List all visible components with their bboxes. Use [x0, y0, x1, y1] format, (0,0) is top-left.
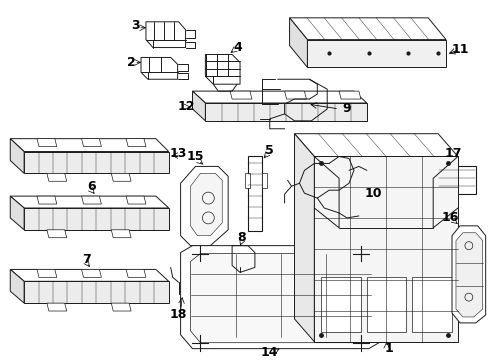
- Polygon shape: [284, 91, 306, 99]
- Polygon shape: [289, 18, 445, 40]
- Polygon shape: [37, 139, 57, 147]
- Polygon shape: [10, 269, 24, 303]
- Polygon shape: [126, 139, 145, 147]
- Text: 2: 2: [126, 56, 135, 69]
- Polygon shape: [37, 269, 57, 277]
- Polygon shape: [81, 196, 101, 204]
- Polygon shape: [10, 196, 24, 230]
- Text: 9: 9: [342, 103, 350, 116]
- Text: 6: 6: [87, 180, 96, 193]
- Polygon shape: [294, 134, 457, 157]
- Polygon shape: [24, 152, 168, 173]
- Text: 17: 17: [443, 147, 461, 160]
- Polygon shape: [126, 269, 145, 277]
- Polygon shape: [81, 139, 101, 147]
- Polygon shape: [451, 226, 485, 323]
- Polygon shape: [10, 269, 168, 281]
- Polygon shape: [145, 22, 185, 48]
- Polygon shape: [180, 246, 380, 348]
- Polygon shape: [192, 91, 366, 103]
- Polygon shape: [24, 281, 168, 303]
- Bar: [261, 173, 266, 188]
- Polygon shape: [126, 196, 145, 204]
- Bar: [247, 157, 261, 231]
- Text: 10: 10: [364, 186, 382, 200]
- Bar: [178, 282, 194, 294]
- Text: 1: 1: [384, 342, 392, 355]
- Polygon shape: [190, 173, 222, 236]
- Text: 15: 15: [186, 150, 204, 163]
- Polygon shape: [10, 139, 24, 173]
- Text: 4: 4: [233, 41, 242, 54]
- Polygon shape: [10, 139, 168, 152]
- Text: 7: 7: [82, 253, 91, 266]
- Bar: [321, 277, 360, 332]
- Polygon shape: [180, 166, 228, 246]
- Polygon shape: [111, 230, 131, 238]
- Polygon shape: [111, 173, 131, 181]
- Polygon shape: [289, 18, 307, 67]
- Polygon shape: [81, 269, 101, 277]
- Polygon shape: [192, 91, 205, 121]
- Polygon shape: [205, 103, 366, 121]
- Polygon shape: [294, 134, 314, 342]
- Polygon shape: [338, 91, 360, 99]
- Polygon shape: [307, 40, 445, 67]
- Text: 8: 8: [237, 231, 246, 244]
- Text: 14: 14: [261, 346, 278, 359]
- Bar: [437, 166, 475, 194]
- Text: 3: 3: [130, 19, 139, 32]
- Polygon shape: [47, 173, 66, 181]
- Text: 16: 16: [441, 211, 458, 224]
- Bar: [238, 273, 251, 284]
- Bar: [180, 294, 192, 304]
- Polygon shape: [24, 208, 168, 230]
- Polygon shape: [455, 233, 482, 317]
- Polygon shape: [314, 157, 457, 342]
- Bar: [411, 277, 451, 332]
- Polygon shape: [190, 253, 370, 343]
- Bar: [244, 173, 249, 188]
- Polygon shape: [47, 303, 66, 311]
- Polygon shape: [230, 91, 251, 99]
- Polygon shape: [10, 196, 168, 208]
- Polygon shape: [111, 303, 131, 311]
- Polygon shape: [205, 54, 240, 84]
- Text: 13: 13: [170, 147, 187, 160]
- Text: 12: 12: [178, 100, 195, 113]
- Polygon shape: [37, 196, 57, 204]
- Text: 11: 11: [450, 43, 468, 56]
- Bar: [366, 277, 406, 332]
- Text: 18: 18: [170, 309, 187, 321]
- Polygon shape: [47, 230, 66, 238]
- Polygon shape: [141, 58, 177, 79]
- Text: 5: 5: [265, 144, 274, 157]
